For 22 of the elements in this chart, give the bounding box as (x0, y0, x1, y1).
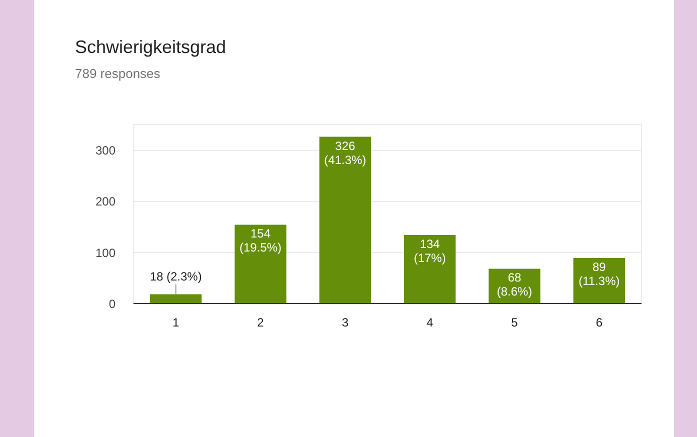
data-label: 326 (41.3%) (324, 138, 366, 167)
x-tick-label: 3 (342, 316, 349, 330)
data-label: 68 (8.6%) (496, 270, 532, 299)
y-tick-label: 100 (95, 246, 116, 260)
chart-subtitle: 789 responses (75, 65, 160, 83)
x-tick-label: 6 (596, 316, 603, 330)
data-label: 154 (19.5%) (239, 226, 282, 255)
x-tick-label: 5 (511, 316, 518, 330)
x-tick-label: 4 (426, 316, 434, 330)
chart-title: Schwierigkeitsgrad (75, 36, 226, 59)
data-label: 89 (11.3%) (578, 260, 620, 288)
bar (404, 234, 456, 304)
bar (234, 224, 286, 304)
x-tick-label: 2 (257, 316, 264, 330)
x-tick-label: 1 (172, 316, 180, 330)
data-label: 18 (2.3%) (150, 269, 202, 284)
bar (150, 294, 202, 304)
data-label: 134 (17%) (414, 236, 446, 265)
y-tick-label: 200 (95, 194, 116, 209)
bar (319, 136, 371, 304)
y-tick-label: 0 (108, 297, 116, 311)
y-tick-label: 300 (95, 144, 116, 158)
